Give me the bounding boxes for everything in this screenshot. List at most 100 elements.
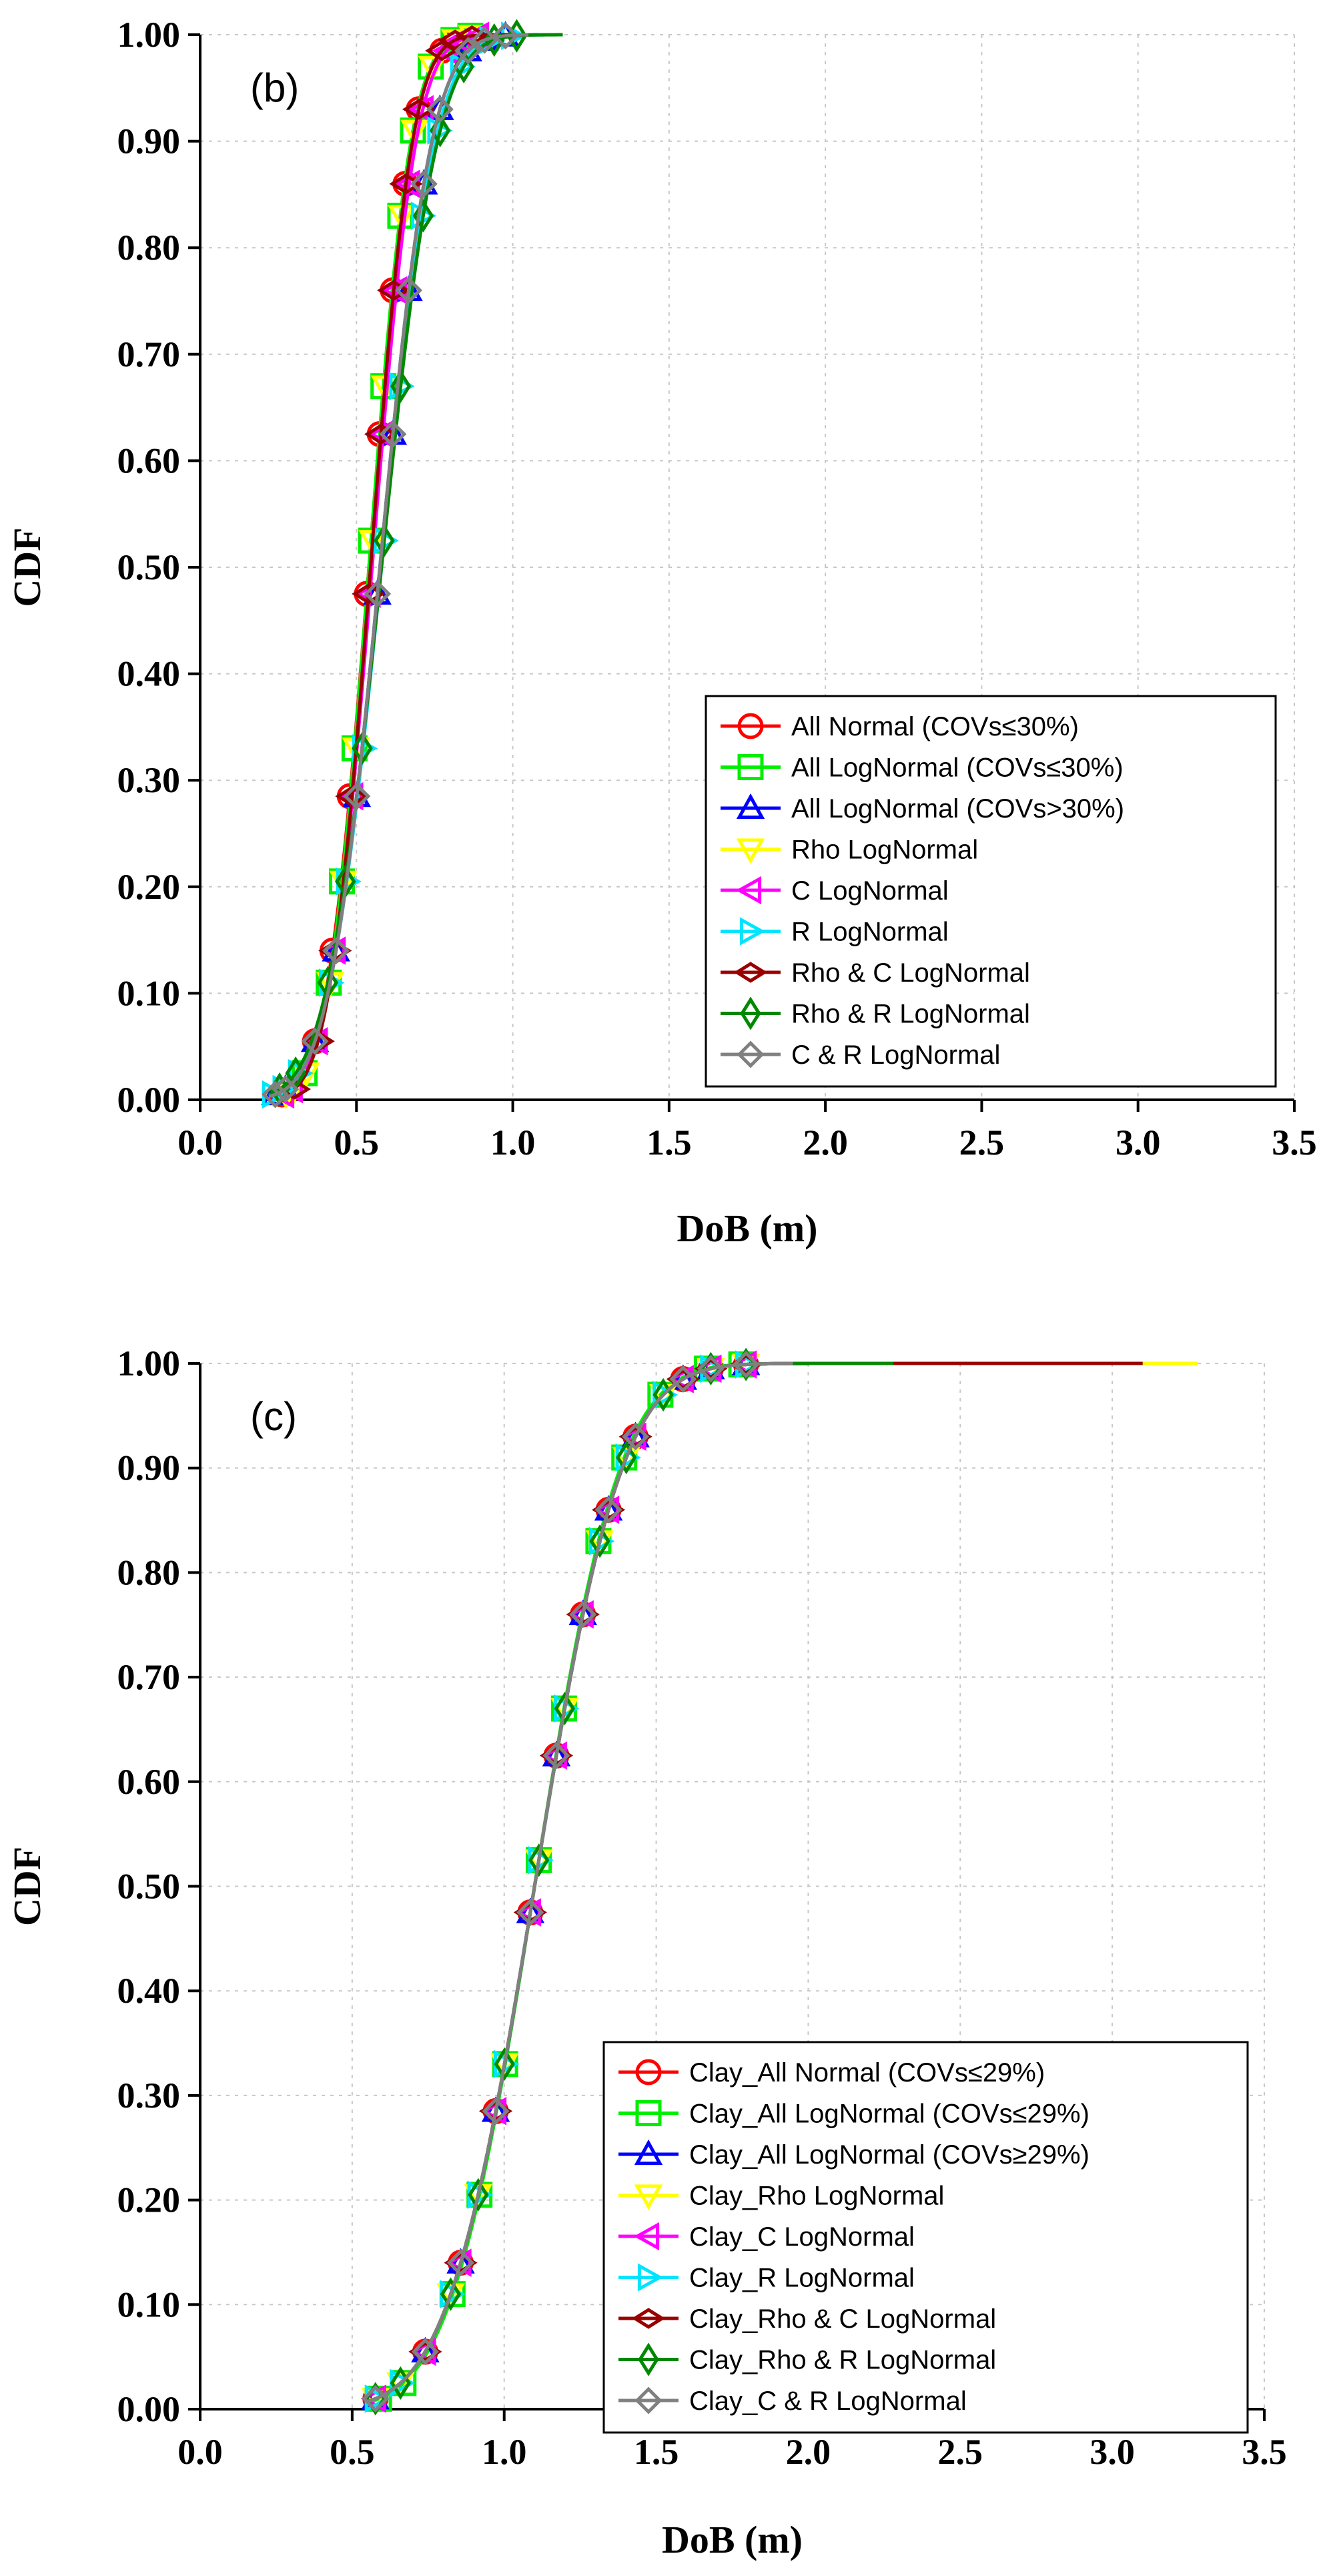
legend-item: All LogNormal (COVs>30%)	[721, 793, 1124, 824]
legend-label: Clay_Rho & R LogNormal	[689, 2346, 996, 2375]
y-tick-label: 0.00	[117, 1080, 181, 1120]
panel-c-legend: Clay_All Normal (COVs≤29%) Clay_All LogNo…	[602, 2041, 1249, 2434]
panel-c-label: (c)	[250, 1394, 297, 1439]
legend-item: Clay_Rho LogNormal	[618, 2182, 944, 2211]
legend-item: Clay_All Normal (COVs≤29%)	[618, 2058, 1045, 2087]
x-tick-label: 0.0	[177, 1122, 223, 1163]
panel-b-label: (b)	[250, 65, 299, 110]
series-marker	[612, 1446, 641, 1473]
series-0	[269, 23, 513, 1108]
y-tick-label: 0.10	[117, 2284, 181, 2324]
series-marker	[362, 2384, 390, 2412]
series-line	[292, 33, 488, 1089]
panel-b: 0.0 0.5 1.0 1.5 2.0 2.5 3.0 3.5 0.00 0.10 0.20 0.30…	[5, 15, 1317, 1250]
series-marker	[261, 1080, 290, 1108]
y-tick-label: 1.00	[117, 1343, 181, 1383]
series-marker	[389, 173, 423, 195]
series-marker	[402, 99, 436, 120]
series-line	[292, 33, 513, 1091]
legend-item: Clay_C LogNormal	[618, 2222, 915, 2252]
y-tick-label: 0.50	[117, 547, 181, 587]
legend-marker	[736, 838, 765, 864]
series-marker	[697, 1355, 725, 1383]
series-marker	[343, 782, 371, 810]
y-tick-label: 0.40	[117, 1971, 181, 2011]
legend-marker	[637, 2263, 664, 2292]
series-marker	[454, 37, 482, 65]
legend-label: Clay_All LogNormal (COVs≤29%)	[689, 2100, 1089, 2129]
y-tick-label: 0.80	[117, 228, 181, 268]
series-marker	[468, 2178, 489, 2212]
legend-label: Clay_Rho LogNormal	[689, 2182, 944, 2211]
y-tick-label: 1.00	[117, 15, 181, 55]
series-marker	[440, 2277, 462, 2311]
series-marker	[335, 785, 369, 807]
series-marker	[272, 1075, 300, 1103]
series-marker	[390, 369, 412, 403]
series-marker	[322, 937, 350, 965]
series-line	[278, 33, 513, 1098]
legend-label: All LogNormal (COVs>30%)	[791, 794, 1124, 824]
legend-label: Clay_Rho & C LogNormal	[689, 2304, 996, 2334]
series-4	[268, 21, 513, 1109]
y-tick-label: 0.10	[117, 973, 181, 1013]
legend-marker	[638, 2342, 659, 2376]
legend-item: Rho LogNormal	[721, 836, 978, 865]
legend-marker	[633, 2222, 660, 2251]
legend-item: Clay_Rho & R LogNormal	[618, 2342, 996, 2376]
legend-marker	[735, 876, 762, 905]
series-line	[274, 33, 513, 1099]
x-tick-label: 3.0	[1116, 1122, 1161, 1163]
legend-label: R LogNormal	[791, 918, 949, 947]
y-tick-label: 0.20	[117, 2180, 181, 2220]
x-tick-label: 0.5	[334, 1122, 380, 1163]
legend-marker	[740, 996, 761, 1030]
y-tick-label: 0.30	[117, 760, 181, 800]
series-marker	[386, 2372, 415, 2398]
y-tick-label: 0.40	[117, 654, 181, 694]
series-marker	[569, 1600, 597, 1628]
legend-item: Rho & R LogNormal	[721, 996, 1030, 1030]
y-tick-label: 0.50	[117, 1867, 181, 1907]
panel-c-x-axis-title: DoB (m)	[662, 2518, 803, 2561]
x-tick-label: 2.5	[959, 1122, 1005, 1163]
legend-label: Rho LogNormal	[791, 836, 978, 865]
legend-item: Clay_C & R LogNormal	[618, 2386, 967, 2416]
x-tick-label: 3.5	[1242, 2432, 1287, 2472]
legend-item: Clay_Rho & C LogNormal	[618, 2304, 996, 2334]
series-6	[277, 25, 513, 1100]
legend-box	[602, 2041, 1249, 2434]
legend-label: Clay_C LogNormal	[689, 2222, 915, 2252]
y-tick-label: 0.30	[117, 2075, 181, 2116]
legend-marker	[737, 754, 764, 780]
series-marker	[411, 2338, 439, 2366]
y-tick-label: 0.90	[117, 121, 181, 162]
x-tick-label: 1.5	[634, 2432, 679, 2472]
legend-label: C & R LogNormal	[791, 1040, 1000, 1070]
series-marker	[410, 170, 438, 198]
y-tick-label: 0.70	[117, 334, 181, 374]
panel-c-y-axis-title: CDF	[5, 1847, 49, 1926]
legend-marker	[733, 962, 768, 983]
y-tick-label: 0.70	[117, 1657, 181, 1697]
y-tick-label: 0.80	[117, 1552, 181, 1592]
y-tick-label: 0.00	[117, 2389, 181, 2429]
legend-label: C LogNormal	[791, 876, 949, 906]
legend-item: C & R LogNormal	[721, 1040, 1000, 1070]
series-marker	[732, 1351, 760, 1379]
x-tick-label: 2.0	[786, 2432, 831, 2472]
x-tick-label: 3.0	[1089, 2432, 1135, 2472]
x-tick-label: 0.5	[330, 2432, 375, 2472]
series-marker	[494, 2047, 515, 2081]
series-marker	[622, 1423, 650, 1451]
series-marker	[436, 2283, 465, 2309]
panel-b-x-axis-title: DoB (m)	[677, 1207, 817, 1250]
legend-item: Clay_All LogNormal (COVs≥29%)	[618, 2139, 1089, 2170]
legend-item: All Normal (COVs≤30%)	[721, 712, 1079, 741]
series-marker	[492, 22, 520, 50]
series-marker	[446, 2249, 475, 2277]
x-tick-label: 2.5	[938, 2432, 983, 2472]
series-marker	[516, 1899, 544, 1927]
series-8	[261, 22, 528, 1108]
